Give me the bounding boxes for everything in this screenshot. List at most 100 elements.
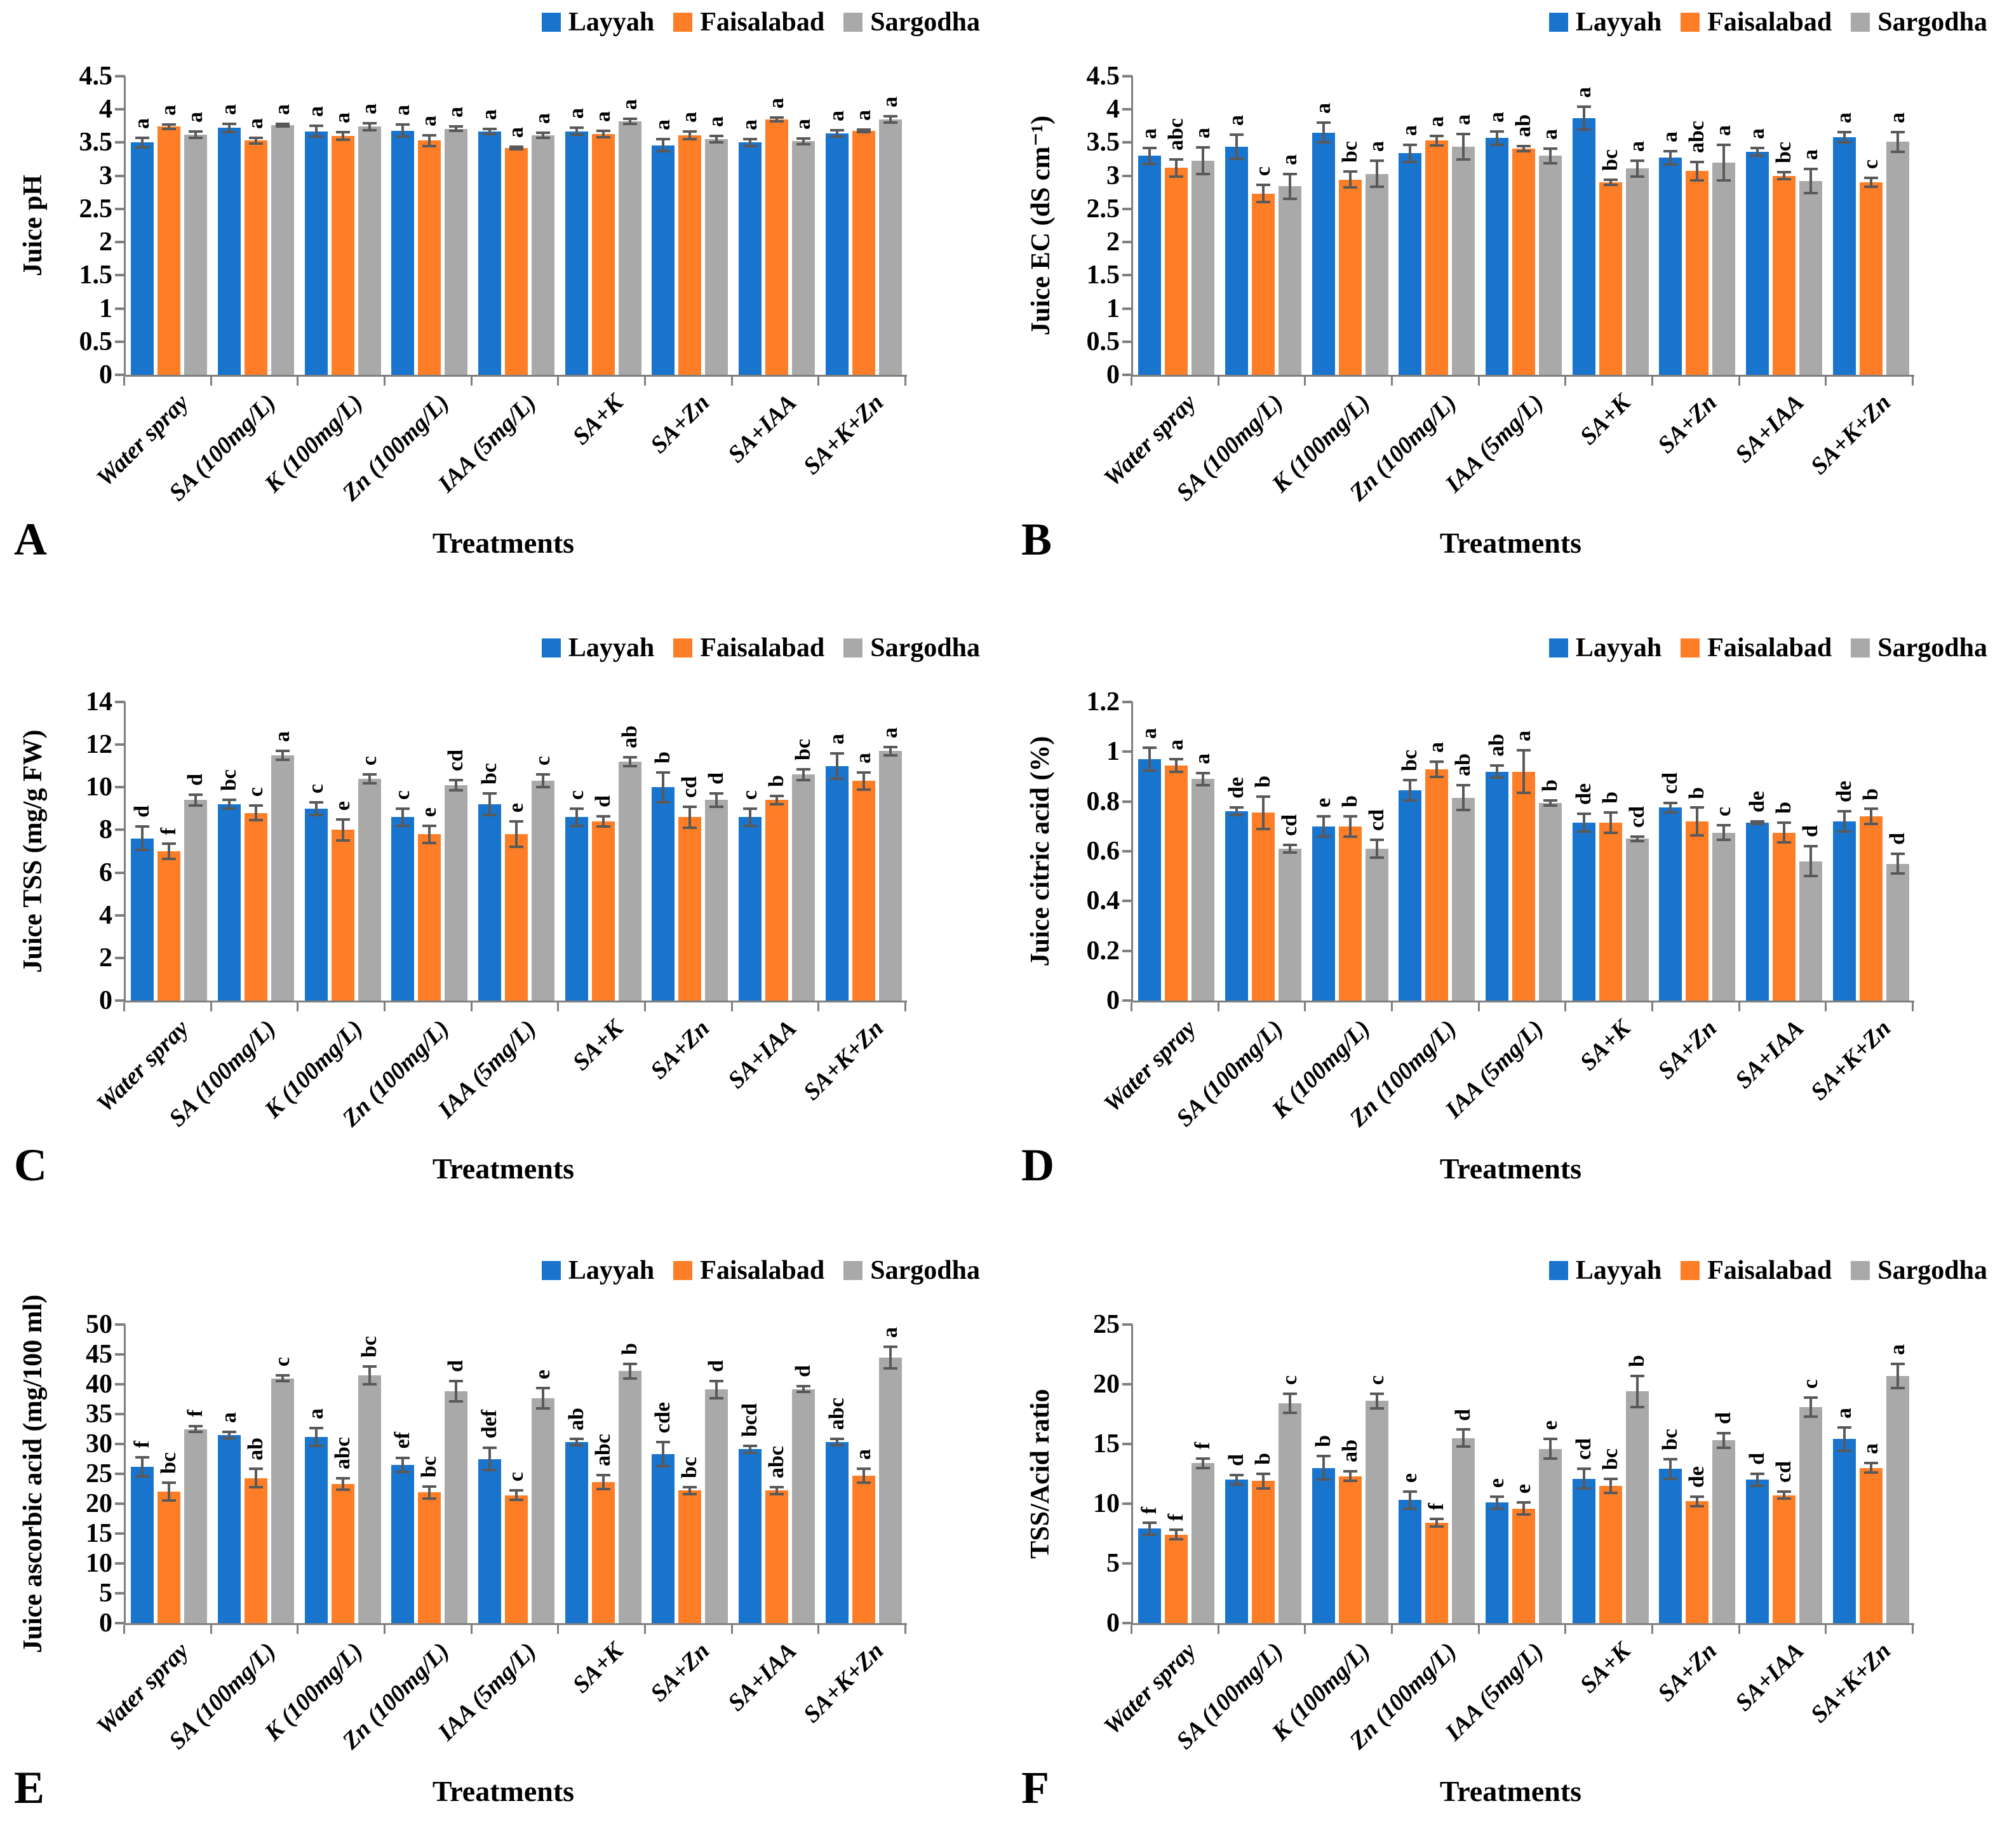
error-bar	[228, 124, 231, 132]
error-bar-cap-bottom	[309, 135, 323, 138]
y-tick-mark	[115, 871, 125, 874]
error-bar-cap-bottom	[1196, 784, 1211, 787]
significance-letter: bc	[357, 1335, 381, 1358]
legend-swatch-icon	[1548, 1261, 1568, 1280]
error-bar	[1582, 814, 1585, 832]
legend-swatch-icon	[1851, 638, 1870, 658]
significance-letter: a	[1225, 114, 1248, 126]
error-bar	[1322, 816, 1325, 837]
bar-faisalabad	[1859, 1467, 1883, 1623]
bar-slot: a	[304, 1325, 328, 1623]
significance-letter: cd	[1571, 1438, 1595, 1460]
panel-b-juice-ec: Layyah Faisalabad Sargodha Juice EC (dS cm…	[1007, 0, 2014, 600]
bar-slot: a	[1425, 76, 1449, 375]
error-bar-cap-top	[683, 130, 697, 133]
bar-faisalabad	[1599, 822, 1622, 1001]
significance-letter: a	[651, 119, 675, 131]
x-tick-mark	[1912, 1625, 1914, 1634]
error-bar-cap-bottom	[709, 141, 724, 144]
bar-slot: a	[1658, 76, 1682, 375]
error-bar-cap-bottom	[536, 1406, 551, 1410]
significance-letter: a	[217, 1412, 241, 1424]
error-bar-cap-top	[622, 117, 637, 120]
error-bar-cap-bottom	[162, 1499, 177, 1502]
significance-letter: abc	[765, 1445, 789, 1478]
error-bar-cap-top	[656, 138, 671, 141]
bar-slot: cd	[678, 702, 702, 1001]
significance-letter: e	[1485, 1478, 1509, 1488]
error-bar-cap-top	[743, 1444, 758, 1447]
bar-slot: e	[531, 1325, 555, 1623]
x-category-label: SA+K+Zn	[1805, 389, 1896, 480]
bar-layyah	[478, 131, 502, 375]
significance-letter: bc	[1398, 750, 1422, 772]
bar-slot: de	[1685, 1325, 1709, 1623]
bar-faisalabad	[1686, 1501, 1709, 1623]
bar-slot: cd	[444, 702, 468, 1001]
significance-letter: e	[1512, 1484, 1536, 1494]
error-bar-cap-bottom	[1343, 186, 1357, 189]
error-bar	[1609, 1478, 1612, 1494]
x-tick-mark	[904, 377, 906, 386]
bar-layyah	[478, 804, 502, 1001]
error-bar	[255, 1469, 257, 1487]
error-bar-cap-bottom	[1490, 1507, 1505, 1510]
y-tick-label: 50	[86, 1310, 112, 1339]
x-tick-mark	[1912, 377, 1914, 386]
bar-slot: a	[184, 76, 208, 375]
bar-slot: c	[738, 702, 762, 1001]
error-bar-cap-bottom	[509, 147, 524, 151]
bar-slot: a	[1138, 76, 1162, 375]
y-tick-mark	[1122, 949, 1132, 952]
x-tick-mark	[297, 377, 299, 386]
x-tick-mark	[470, 1002, 473, 1011]
significance-letter: ab	[564, 1407, 588, 1431]
error-bar	[1549, 800, 1552, 806]
error-bar	[1722, 1433, 1726, 1448]
bar-layyah	[1659, 158, 1682, 375]
error-bar-cap-bottom	[656, 150, 671, 153]
significance-letter: c	[1858, 159, 1883, 169]
bar-group: a a a	[1827, 1325, 1914, 1623]
significance-letter: a	[1138, 128, 1162, 139]
bar-slot: a	[271, 702, 294, 1001]
bar-slot: abc	[1164, 76, 1188, 375]
error-bar-cap-top	[1690, 160, 1705, 163]
error-bar	[1348, 172, 1352, 188]
error-bar-cap-top	[1630, 1374, 1644, 1377]
significance-letter: bc	[478, 763, 502, 785]
x-category-label: SA+K	[1574, 1637, 1635, 1699]
error-bar	[168, 125, 171, 129]
error-bar-cap-top	[743, 138, 758, 141]
bar-faisalabad	[245, 813, 267, 1001]
x-tick-mark	[1651, 1625, 1653, 1634]
bar-sargodha	[618, 762, 641, 1001]
error-bar-cap-top	[135, 1455, 150, 1459]
error-bar-cap-bottom	[1283, 198, 1297, 201]
bar-layyah	[478, 1459, 502, 1623]
bar-layyah	[1746, 822, 1769, 1001]
x-tick-mark	[1131, 1002, 1132, 1011]
error-bar-cap-bottom	[683, 138, 697, 141]
significance-letter: a	[878, 1326, 902, 1338]
bar-slot: bc	[478, 702, 502, 1001]
bar-slot: a	[1886, 76, 1909, 375]
error-bar-cap-bottom	[249, 142, 263, 145]
error-bar	[802, 1386, 805, 1393]
bar-slot: bc	[1772, 76, 1796, 375]
legend-label: Sargodha	[1877, 8, 1987, 37]
bar-slot: a	[1799, 76, 1823, 375]
significance-letter: a	[878, 727, 902, 738]
legend-label: Layyah	[568, 633, 655, 663]
error-bar-cap-top	[449, 778, 464, 781]
x-axis-title: Treatments	[1439, 1775, 1582, 1807]
error-bar-cap-top	[483, 1446, 497, 1449]
error-bar-cap-top	[1430, 760, 1444, 763]
legend-swatch-icon	[843, 638, 863, 658]
error-bar-cap-top	[1403, 143, 1418, 146]
error-bar-cap-bottom	[362, 128, 377, 132]
bar-slot: a	[591, 76, 615, 375]
y-tick-mark	[115, 1473, 125, 1475]
bar-layyah	[1312, 1467, 1335, 1623]
